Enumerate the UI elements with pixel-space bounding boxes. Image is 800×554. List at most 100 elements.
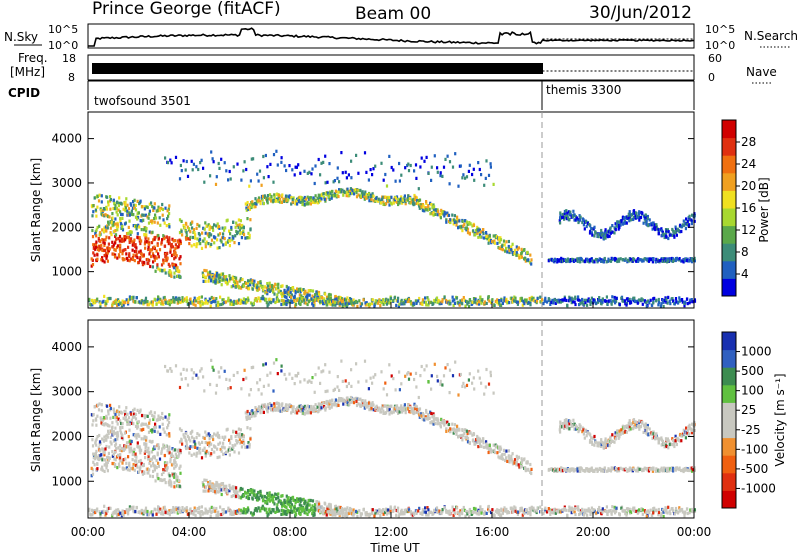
freq-tick-bottom: 8 — [68, 71, 75, 84]
power-cell — [305, 197, 308, 201]
power-cell — [271, 283, 274, 288]
power-cell — [686, 258, 689, 263]
power-cell — [186, 236, 189, 241]
power-cell — [193, 299, 196, 303]
power-cell — [163, 221, 166, 225]
power-cell — [229, 301, 232, 305]
power-cell — [135, 227, 138, 231]
velocity-cell — [238, 437, 241, 441]
power-cell — [138, 225, 141, 229]
power-cell — [495, 235, 498, 239]
power-cell — [236, 162, 239, 166]
power-cell — [686, 302, 689, 306]
power-cell — [493, 241, 496, 245]
velocity-cell — [225, 488, 228, 492]
power-cell — [100, 243, 103, 247]
velocity-cell — [214, 445, 217, 449]
power-cell — [628, 219, 631, 223]
velocity-cell — [141, 422, 144, 426]
velocity-cell — [270, 406, 273, 410]
velocity-cell — [91, 438, 94, 442]
velocity-cell — [285, 494, 288, 498]
power-cell — [645, 219, 648, 223]
velocity-cell — [477, 436, 480, 440]
power-cell — [472, 297, 476, 301]
power-cell — [654, 225, 657, 229]
velocity-cell — [228, 453, 231, 457]
velocity-cell — [192, 437, 196, 441]
velocity-cell — [237, 451, 241, 455]
power-cell — [361, 190, 364, 194]
velocity-cell — [233, 450, 236, 454]
power-cell — [158, 208, 161, 212]
power-cell — [489, 162, 492, 166]
power-cell — [637, 213, 640, 217]
velocity-cell — [152, 469, 155, 473]
power-cell — [303, 292, 306, 296]
velocity-cell — [174, 461, 177, 465]
velocity-cell — [478, 437, 481, 441]
power-cell — [622, 258, 625, 262]
velocity-cell — [168, 434, 171, 438]
velocity-cell — [504, 458, 507, 463]
power-cell — [682, 260, 685, 264]
velocity-cell — [173, 481, 176, 485]
velocity-cell — [183, 435, 186, 439]
power-cell — [552, 301, 555, 305]
power-cell — [174, 247, 177, 251]
velocity-cell — [107, 409, 110, 413]
velocity-cell — [159, 478, 162, 482]
power-cell — [170, 253, 174, 258]
velocity-cell — [152, 417, 155, 421]
velocity-cell — [152, 447, 155, 451]
power-cell — [262, 288, 265, 292]
power-cell — [163, 268, 166, 272]
velocity-cell — [279, 499, 282, 503]
velocity-cell — [157, 445, 160, 450]
power-cell — [452, 303, 455, 307]
power-cell — [284, 299, 288, 303]
velocity-cell — [314, 503, 317, 507]
power-cell — [325, 295, 329, 299]
power-cell — [247, 207, 250, 212]
velocity-cell — [93, 405, 96, 409]
freq-tick-top: 18 — [62, 52, 76, 65]
power-cell — [520, 247, 523, 251]
power-cell — [364, 303, 367, 307]
velocity-cell — [157, 464, 160, 468]
power-cell — [430, 203, 433, 207]
power-cell — [199, 242, 202, 246]
power-cell — [119, 201, 123, 205]
velocity-cell — [140, 437, 143, 441]
power-cell — [166, 161, 170, 165]
power-cell — [651, 260, 654, 264]
velocity-cell — [127, 416, 131, 420]
power-cell — [208, 227, 211, 232]
power-cell — [105, 229, 108, 233]
velocity-cell — [162, 470, 165, 474]
power-cell — [515, 251, 518, 255]
power-cell — [478, 233, 482, 237]
power-cell — [374, 301, 377, 305]
power-cell — [388, 195, 391, 200]
power-cell — [151, 230, 154, 234]
velocity-cell — [100, 467, 103, 471]
power-cell — [593, 260, 596, 264]
power-cell — [571, 297, 574, 301]
power-cell — [273, 195, 276, 199]
power-cell — [589, 302, 592, 306]
power-cell — [688, 223, 691, 227]
power-cell — [119, 219, 122, 224]
power-cell — [94, 242, 97, 246]
velocity-cell — [372, 403, 375, 407]
velocity-cell — [330, 405, 333, 409]
velocity-cell — [271, 498, 275, 502]
power-cell — [243, 160, 246, 164]
velocity-cell — [212, 486, 215, 491]
power-cell — [203, 237, 206, 241]
power-cell — [390, 202, 393, 206]
power-cell — [486, 237, 489, 241]
power-cell — [619, 257, 622, 261]
power-cell — [230, 302, 234, 306]
velocity-cell — [310, 407, 314, 411]
